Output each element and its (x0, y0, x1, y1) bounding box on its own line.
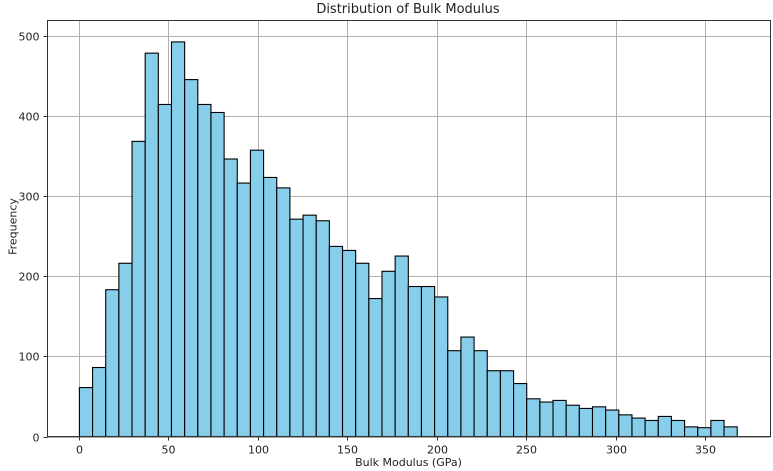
histogram-bar (578, 407, 594, 438)
histogram-bar (526, 398, 541, 438)
histogram-bar (434, 296, 449, 438)
histogram-bars (78, 41, 738, 438)
histogram-bar (591, 406, 607, 438)
histogram-bar (539, 401, 554, 438)
histogram-bar (368, 298, 383, 438)
histogram-bar (118, 262, 133, 438)
histogram-bar (407, 285, 423, 438)
plot-frame (47, 20, 771, 437)
histogram-bar (420, 285, 436, 438)
y-tick-label: 0 (33, 432, 40, 445)
x-tick-label: 0 (76, 444, 83, 457)
histogram-bar (723, 426, 738, 438)
histogram-bar (184, 79, 199, 438)
histogram-bar (355, 262, 370, 438)
histogram-bar (249, 149, 265, 438)
histogram-bar (289, 218, 304, 438)
x-tick-label: 350 (695, 444, 716, 457)
y-tick-label: 500 (19, 31, 40, 44)
histogram-bar (670, 419, 686, 438)
histogram-bar (381, 270, 396, 438)
histogram-bar (710, 419, 725, 438)
x-tick-label: 200 (427, 444, 448, 457)
y-tick-label: 300 (19, 191, 40, 204)
histogram-bar (131, 140, 146, 438)
x-tick-label: 100 (248, 444, 269, 457)
chart-title: Distribution of Bulk Modulus (316, 2, 500, 17)
histogram-bar (657, 415, 672, 438)
y-tick-label: 400 (19, 111, 40, 124)
x-axis-label: Bulk Modulus (GPa) (355, 456, 462, 469)
histogram-bar (486, 370, 501, 438)
histogram-bar (315, 220, 330, 438)
histogram-bar (341, 249, 357, 438)
x-tick-label: 150 (337, 444, 358, 457)
histogram-bar (499, 370, 515, 438)
histogram-bar (328, 245, 344, 438)
histogram-bar (144, 52, 159, 438)
x-tick-label: 50 (162, 444, 176, 457)
histogram-bar (394, 255, 409, 438)
histogram-bar (565, 404, 580, 438)
histogram-bar (223, 158, 238, 438)
histogram-bar (157, 103, 173, 438)
histogram-bar (473, 350, 488, 438)
x-tick-label: 250 (516, 444, 537, 457)
histogram-bar (460, 336, 475, 438)
histogram-bar (618, 414, 633, 438)
histogram-bar (92, 366, 107, 438)
histogram-bar (210, 111, 225, 438)
histogram-bar (236, 182, 251, 438)
histogram-bar (447, 350, 462, 438)
histogram-bar (276, 187, 291, 438)
y-axis-ticks: 0 100 200 300 400 500 (19, 31, 48, 445)
histogram-bar (644, 419, 659, 438)
histogram-bar (631, 417, 646, 438)
histogram-bar (697, 427, 712, 438)
y-tick-label: 200 (19, 271, 40, 284)
y-tick-label: 100 (19, 351, 40, 364)
x-tick-label: 300 (606, 444, 627, 457)
x-axis-ticks: 0 50 100 150 200 250 300 350 (76, 436, 716, 457)
histogram-bar (684, 426, 699, 438)
histogram-bar (552, 399, 567, 438)
histogram-bar (513, 383, 528, 438)
histogram-bar (105, 289, 120, 438)
histogram-bar (302, 214, 317, 438)
histogram-bar (170, 41, 186, 438)
histogram-bar (197, 103, 212, 438)
histogram-bar (605, 409, 620, 438)
histogram-bar (78, 387, 94, 438)
histogram-bar (263, 176, 278, 438)
